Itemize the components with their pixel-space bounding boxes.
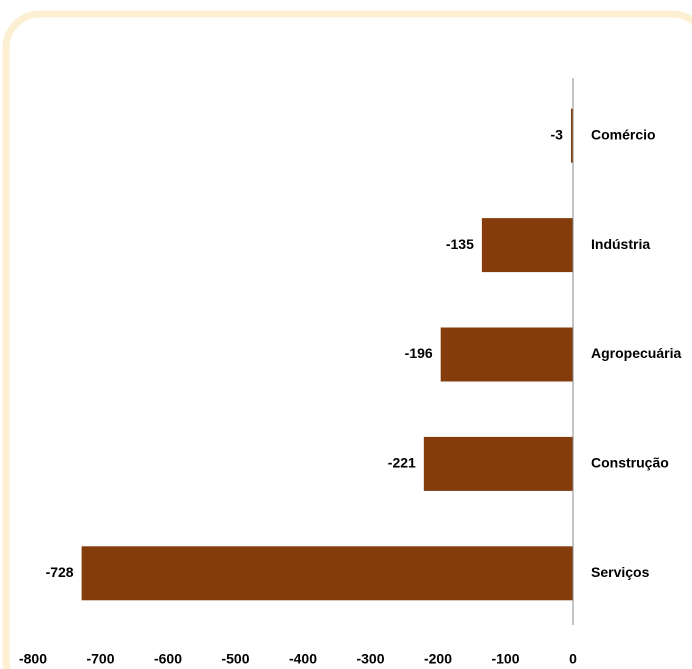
- x-tick-label: -400: [289, 651, 317, 667]
- x-tick-label: -600: [154, 651, 182, 667]
- category-label: Agropecuária: [591, 345, 681, 361]
- category-label: Indústria: [591, 236, 650, 252]
- x-tick-label: -300: [356, 651, 384, 667]
- value-label: -3: [551, 126, 564, 142]
- category-label: Serviços: [591, 564, 650, 580]
- bar: [481, 218, 573, 273]
- value-label: -221: [388, 455, 416, 471]
- category-label: Construção: [591, 455, 669, 471]
- x-tick-label: -500: [221, 651, 249, 667]
- x-tick-label: -100: [491, 651, 519, 667]
- x-tick-label: -800: [19, 651, 47, 667]
- x-tick-label: -700: [86, 651, 114, 667]
- value-label: -196: [405, 345, 433, 361]
- x-tick-label: -200: [424, 651, 452, 667]
- bar: [81, 546, 573, 601]
- bar: [570, 108, 573, 163]
- value-label: -728: [46, 564, 74, 580]
- card-frame: [2, 10, 692, 669]
- category-label: Comércio: [591, 126, 656, 142]
- bar: [440, 327, 573, 382]
- x-tick-label: 0: [569, 651, 577, 667]
- value-label: -135: [446, 236, 474, 252]
- bar: [423, 436, 573, 491]
